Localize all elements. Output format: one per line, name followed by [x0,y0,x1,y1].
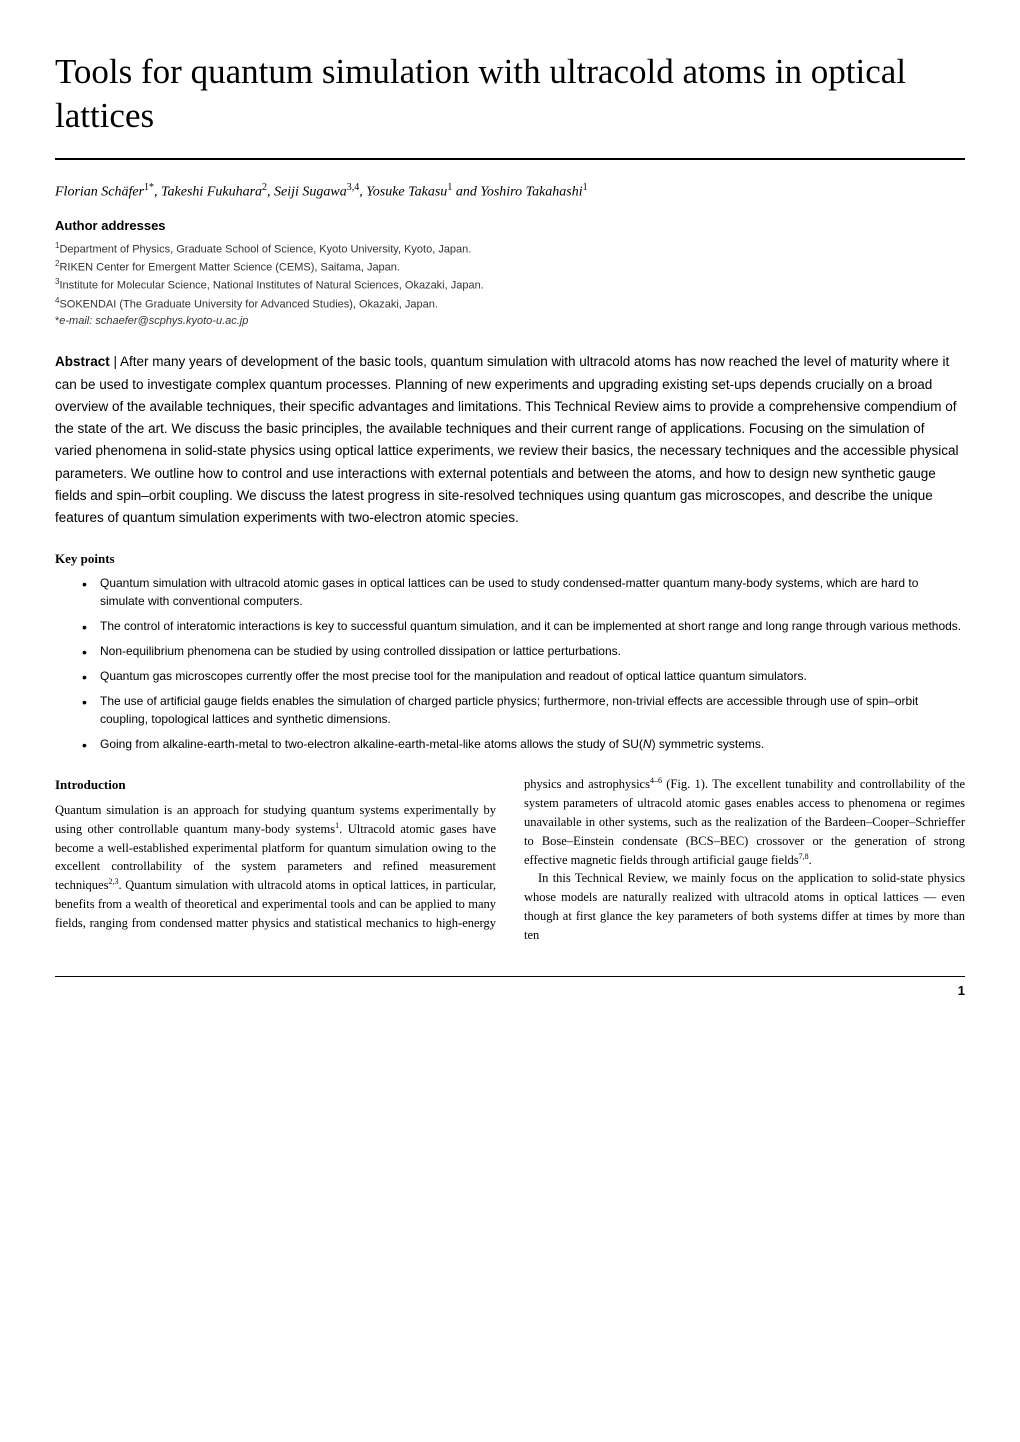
keypoint-item: Quantum gas microscopes currently offer … [100,667,965,685]
affiliation-line: 3Institute for Molecular Science, Nation… [55,276,965,294]
keypoints-heading: Key points [55,551,965,567]
keypoint-item: Quantum simulation with ultracold atomic… [100,574,965,610]
body-columns: Introduction Quantum simulation is an ap… [55,775,965,944]
footer-rule [55,976,965,977]
affiliation-line: 2RIKEN Center for Emergent Matter Scienc… [55,258,965,276]
affiliation-line: 1Department of Physics, Graduate School … [55,240,965,258]
abstract-label: Abstract [55,354,110,369]
title-rule [55,158,965,160]
abstract-text: | After many years of development of the… [55,354,958,525]
paper-title: Tools for quantum simulation with ultrac… [55,50,965,138]
intro-heading: Introduction [55,775,496,795]
addresses-heading: Author addresses [55,218,965,233]
author-list: Florian Schäfer1*, Takeshi Fukuhara2, Se… [55,182,965,201]
page-number: 1 [55,983,965,998]
abstract-block: Abstract | After many years of developme… [55,351,965,529]
affiliations-block: 1Department of Physics, Graduate School … [55,240,965,329]
keypoint-item: The control of interatomic interactions … [100,617,965,635]
affiliation-email: *e-mail: schaefer@scphys.kyoto-u.ac.jp [55,313,965,330]
affiliation-line: 4SOKENDAI (The Graduate University for A… [55,295,965,313]
intro-paragraph: In this Technical Review, we mainly focu… [524,869,965,944]
keypoint-item: Non-equilibrium phenomena can be studied… [100,642,965,660]
keypoint-item: Going from alkaline-earth-metal to two-e… [100,735,965,753]
keypoint-item: The use of artificial gauge fields enabl… [100,692,965,728]
keypoints-list: Quantum simulation with ultracold atomic… [55,574,965,753]
